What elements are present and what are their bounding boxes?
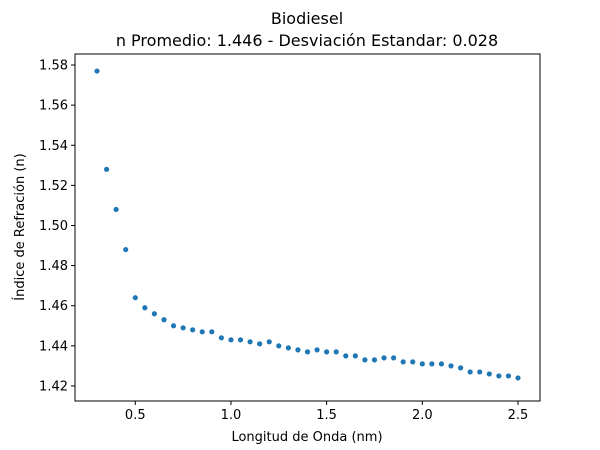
x-tick-label: 2.0 <box>412 408 433 423</box>
data-point <box>228 337 234 343</box>
y-tick-label: 1.56 <box>39 99 68 114</box>
data-point <box>190 327 196 333</box>
y-tick-label: 1.54 <box>39 139 68 154</box>
data-point <box>410 359 416 365</box>
y-axis-label: Índice de Refración (n) <box>12 153 28 300</box>
y-tick-label: 1.42 <box>39 379 68 394</box>
y-tick-label: 1.58 <box>39 59 68 74</box>
data-point <box>333 349 339 355</box>
y-tick-label: 1.44 <box>39 339 68 354</box>
data-point <box>295 347 301 353</box>
data-point <box>199 329 205 335</box>
data-point <box>161 317 167 323</box>
x-tick-label: 1.0 <box>221 408 242 423</box>
data-point <box>257 341 263 347</box>
plot-area-frame <box>74 53 541 402</box>
data-point <box>314 347 320 353</box>
data-point <box>132 295 138 301</box>
data-point <box>276 343 282 349</box>
data-point <box>362 357 368 363</box>
x-tick-label: 1.5 <box>316 408 337 423</box>
data-point <box>419 361 425 367</box>
y-axis-ticks: 1.42 1.44 1.46 1.48 1.50 1.52 1.54 1.56 1.58 <box>39 59 75 394</box>
data-point <box>123 246 129 253</box>
data-point <box>352 353 358 359</box>
data-point <box>247 339 253 345</box>
x-axis-label: Longitud de Onda (nm) <box>231 430 382 445</box>
data-point <box>429 361 435 367</box>
data-point <box>381 355 387 361</box>
data-point <box>496 373 502 379</box>
data-point <box>457 365 464 371</box>
y-tick-label: 1.46 <box>39 299 68 314</box>
data-point <box>103 166 110 172</box>
y-tick-label: 1.48 <box>39 259 68 274</box>
data-point <box>170 323 177 329</box>
data-point <box>467 369 473 375</box>
data-point <box>142 305 148 311</box>
data-point <box>400 359 406 365</box>
data-point <box>448 363 454 369</box>
y-tick-label: 1.50 <box>39 219 68 234</box>
x-axis-ticks: 0.5 1.0 1.5 2.0 2.5 <box>125 401 528 423</box>
data-point <box>285 345 291 351</box>
data-point <box>266 339 272 345</box>
data-point <box>209 329 215 335</box>
data-point <box>486 371 492 377</box>
chart-title: Biodiesel <box>271 9 343 28</box>
x-tick-label: 0.5 <box>125 408 146 423</box>
data-point <box>477 369 483 375</box>
data-point <box>438 361 445 367</box>
data-points <box>94 68 521 381</box>
data-point <box>343 353 349 359</box>
data-point <box>304 349 311 355</box>
y-tick-label: 1.52 <box>39 179 68 194</box>
data-point <box>237 337 244 343</box>
data-point <box>391 355 397 361</box>
data-point <box>180 325 186 331</box>
chart-subtitle: n Promedio: 1.446 - Desviación Estandar:… <box>116 31 498 50</box>
data-point <box>505 373 512 379</box>
data-point <box>515 375 521 381</box>
data-point <box>113 206 119 213</box>
data-point <box>324 349 330 355</box>
data-point <box>371 357 378 363</box>
data-point <box>94 68 100 74</box>
x-tick-label: 2.5 <box>508 408 529 423</box>
data-point <box>151 311 158 317</box>
data-point <box>218 335 224 341</box>
